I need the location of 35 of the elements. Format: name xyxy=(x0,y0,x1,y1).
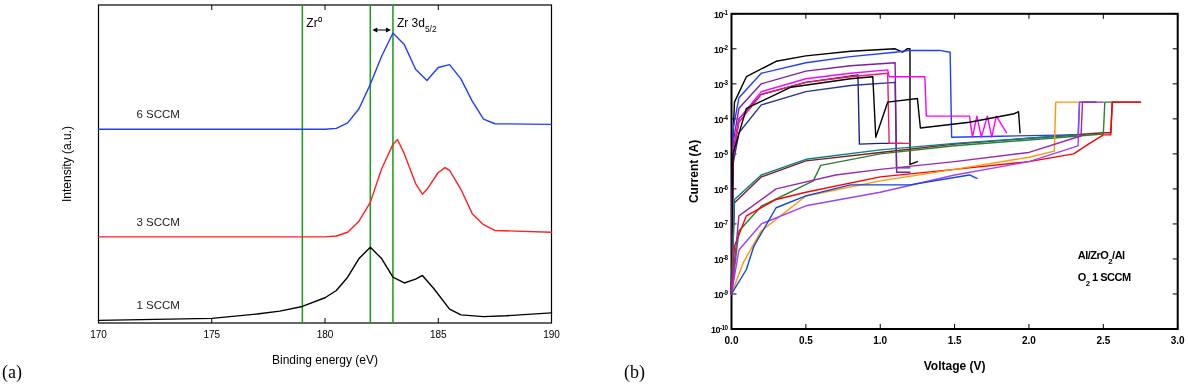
y-tick-label: 10$^{-9}$ xyxy=(713,288,729,300)
series-label: 3 SCCM xyxy=(136,215,180,228)
annotation: O$_{2}$ 1 SCCM xyxy=(1077,271,1131,288)
x-tick-label: 2.0 xyxy=(1022,335,1037,346)
x-tick-label: 0.0 xyxy=(724,335,739,346)
y-tick-label: 10$^{-6}$ xyxy=(713,183,729,195)
series-label: 1 SCCM xyxy=(136,299,180,312)
x-tick-label: 3.0 xyxy=(1170,335,1186,346)
text: (a) xyxy=(2,362,22,383)
x-axis-title: Voltage (V) xyxy=(923,359,986,373)
y-tick-label: 10$^{-2}$ xyxy=(713,43,729,55)
x-tick-label: 2.5 xyxy=(1096,335,1111,346)
y-tick-label: 10$^{-7}$ xyxy=(713,218,729,230)
y-tick-label: 10$^{-5}$ xyxy=(713,148,729,160)
annotation: Al/ZrO$_{2}$/Al xyxy=(1077,249,1126,266)
ref-line-label: Zr⁰ xyxy=(306,16,322,30)
x-tick-label: 175 xyxy=(203,329,221,340)
x-tick-label: 1.0 xyxy=(873,335,888,346)
y-tick-label: 10$^{-1}$ xyxy=(713,8,729,20)
series-label: 6 SCCM xyxy=(136,108,180,121)
x-tick-label: 185 xyxy=(429,329,448,340)
y-tick-label: 10$^{-10}$ xyxy=(710,323,729,335)
ref-line-label: Zr 3d$_{5/2}$ xyxy=(396,16,437,34)
x-axis-title: Binding energy (eV) xyxy=(271,353,379,367)
text: (b) xyxy=(624,362,645,383)
y-axis-title: Current (A) xyxy=(686,139,701,204)
y-axis-title: Intensity (a.u.) xyxy=(59,125,74,203)
x-tick-label: 180 xyxy=(316,329,334,340)
x-tick-label: 190 xyxy=(543,329,561,340)
x-tick-label: 0.5 xyxy=(798,335,814,346)
y-tick-label: 10$^{-8}$ xyxy=(713,253,729,265)
y-tick-label: 10$^{-3}$ xyxy=(713,78,729,90)
x-tick-label: 170 xyxy=(90,329,108,340)
y-tick-label: 10$^{-4}$ xyxy=(713,113,729,125)
x-tick-label: 1.5 xyxy=(947,335,962,346)
